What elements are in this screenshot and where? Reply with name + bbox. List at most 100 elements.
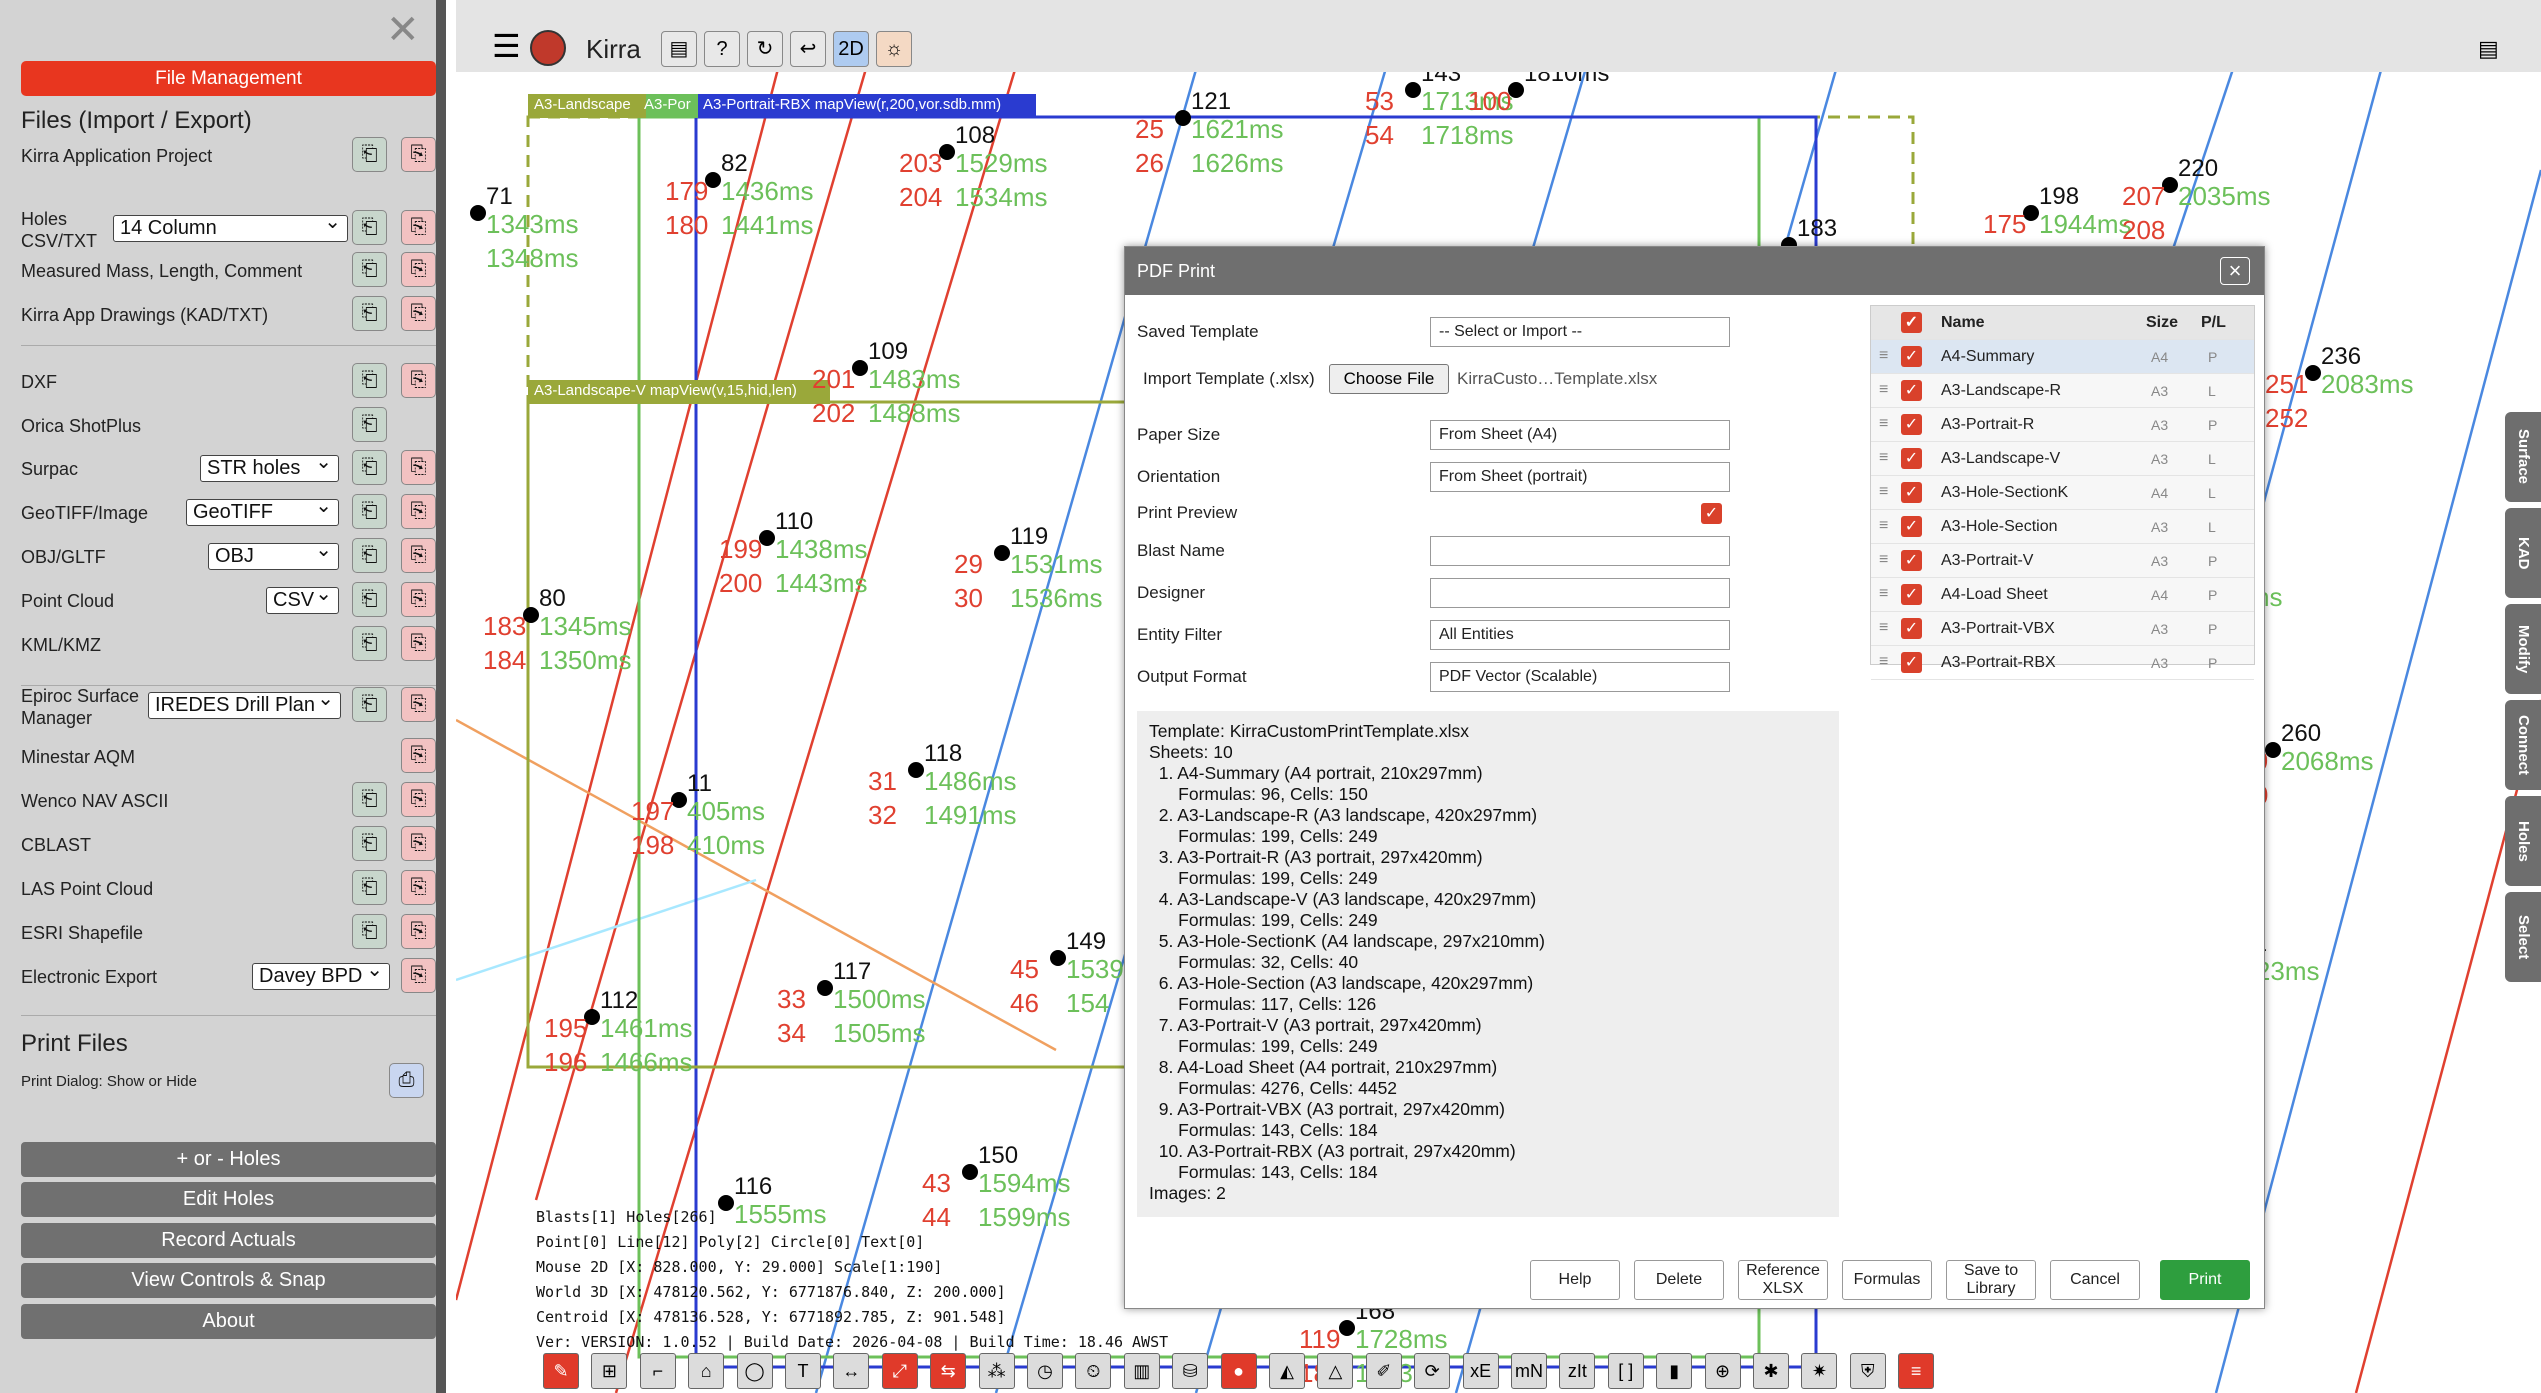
drag-handle-icon[interactable]: ≡ bbox=[1879, 517, 1889, 534]
import-icon[interactable]: ⎗ bbox=[352, 296, 387, 331]
star-icon[interactable]: ✷ bbox=[1801, 1353, 1838, 1389]
export-icon[interactable]: ⎘ bbox=[401, 782, 436, 817]
format-select[interactable]: 14 Column bbox=[113, 210, 348, 242]
db-icon[interactable]: ⛁ bbox=[1172, 1353, 1209, 1389]
delete-button[interactable]: Delete bbox=[1634, 1260, 1724, 1300]
surface-icon[interactable]: ◭ bbox=[1269, 1353, 1305, 1389]
view-controls-button[interactable]: View Controls & Snap bbox=[21, 1263, 436, 1298]
zit-icon[interactable]: zIt bbox=[1559, 1353, 1596, 1389]
import-icon[interactable]: ⎗ bbox=[352, 450, 387, 485]
hole-marker[interactable] bbox=[939, 144, 955, 160]
import-icon[interactable]: ⎗ bbox=[352, 210, 387, 245]
sheet-checkbox[interactable]: ✓ bbox=[1901, 584, 1922, 605]
drag-handle-icon[interactable]: ≡ bbox=[1879, 653, 1889, 670]
drag-handle-icon[interactable]: ≡ bbox=[1879, 619, 1889, 636]
mn-icon[interactable]: mN bbox=[1511, 1353, 1547, 1389]
paper-size-select[interactable]: From Sheet (A4) bbox=[1430, 420, 1730, 450]
sheet-checkbox[interactable]: ✓ bbox=[1901, 652, 1922, 673]
sheet-checkbox[interactable]: ✓ bbox=[1901, 482, 1922, 503]
hole-marker[interactable] bbox=[1405, 82, 1421, 98]
dialog-close-button[interactable]: × bbox=[2220, 257, 2250, 285]
export-icon[interactable]: ⎘ bbox=[401, 363, 436, 398]
add-point-icon[interactable]: ⊞ bbox=[591, 1353, 628, 1389]
sheet-checkbox[interactable]: ✓ bbox=[1901, 516, 1922, 537]
sun-icon[interactable]: ☼ bbox=[876, 31, 912, 67]
undo-icon[interactable]: ↩ bbox=[790, 31, 826, 67]
side-tab-holes[interactable]: Holes bbox=[2505, 796, 2541, 886]
sheet-row[interactable]: ≡ ✓ A3-Hole-SectionK A4 L bbox=[1871, 476, 2254, 510]
sheet-checkbox[interactable]: ✓ bbox=[1901, 346, 1922, 367]
saved-template-select[interactable]: -- Select or Import -- bbox=[1430, 317, 1730, 347]
hole-marker[interactable] bbox=[994, 545, 1010, 561]
close-icon[interactable]: ✕ bbox=[386, 8, 420, 52]
import-icon[interactable]: ⎗ bbox=[352, 363, 387, 398]
hole-marker[interactable] bbox=[470, 205, 486, 221]
sheet-row[interactable]: ≡ ✓ A4-Summary A4 P bbox=[1871, 340, 2254, 374]
choose-file-button[interactable]: Choose File bbox=[1329, 364, 1449, 394]
side-tab-select[interactable]: Select bbox=[2505, 892, 2541, 982]
hole-marker[interactable] bbox=[671, 792, 687, 808]
entity-filter-select[interactable]: All Entities bbox=[1430, 620, 1730, 650]
shield-icon[interactable]: ⛨ bbox=[1849, 1353, 1886, 1389]
hole-marker[interactable] bbox=[718, 1195, 734, 1211]
kad-icon[interactable]: ✎ bbox=[543, 1353, 579, 1389]
side-tab-connect[interactable]: Connect bbox=[2505, 700, 2541, 790]
format-select[interactable]: Davey BPD bbox=[252, 958, 390, 990]
import-icon[interactable]: ⎗ bbox=[352, 494, 387, 529]
drag-handle-icon[interactable]: ≡ bbox=[1879, 347, 1889, 364]
sheet-row[interactable]: ≡ ✓ A3-Portrait-VBX A3 P bbox=[1871, 612, 2254, 646]
sheet-checkbox[interactable]: ✓ bbox=[1901, 414, 1922, 435]
drag-handle-icon[interactable]: ≡ bbox=[1879, 415, 1889, 432]
save-to-library-button[interactable]: Save to Library bbox=[1946, 1260, 2036, 1300]
drag-handle-icon[interactable]: ≡ bbox=[1879, 585, 1889, 602]
blast-name-input[interactable] bbox=[1430, 536, 1730, 566]
sheet-row[interactable]: ≡ ✓ A3-Portrait-RBX A3 P bbox=[1871, 646, 2254, 680]
help-icon[interactable]: ? bbox=[704, 31, 740, 67]
format-select[interactable]: STR holes bbox=[200, 450, 339, 482]
hole-marker[interactable] bbox=[1175, 110, 1191, 126]
hole-marker[interactable] bbox=[1339, 1320, 1355, 1336]
add-circle-icon[interactable]: ◯ bbox=[736, 1353, 773, 1389]
export-icon[interactable]: ⎘ bbox=[401, 450, 436, 485]
export-icon[interactable]: ⎘ bbox=[401, 538, 436, 573]
export-icon[interactable]: ⎘ bbox=[401, 958, 436, 993]
export-icon[interactable]: ⎘ bbox=[401, 494, 436, 529]
side-tab-modify[interactable]: Modify bbox=[2505, 604, 2541, 694]
reference-xlsx-button[interactable]: Reference XLSX bbox=[1738, 1260, 1828, 1300]
import-icon[interactable]: ⎗ bbox=[352, 252, 387, 287]
import-icon[interactable]: ⎗ bbox=[352, 914, 387, 949]
pattern-icon[interactable]: ⁂ bbox=[978, 1353, 1015, 1389]
sheet-checkbox[interactable]: ✓ bbox=[1901, 618, 1922, 639]
side-tab-kad[interactable]: KAD bbox=[2505, 508, 2541, 598]
export-icon[interactable]: ⎘ bbox=[401, 296, 436, 331]
report-icon[interactable]: ≡ bbox=[1898, 1353, 1935, 1389]
multi-connect-icon[interactable]: ⇆ bbox=[930, 1353, 967, 1389]
import-icon[interactable]: ⎗ bbox=[352, 407, 387, 442]
hole-marker[interactable] bbox=[1508, 82, 1524, 98]
sheet-row[interactable]: ≡ ✓ A3-Hole-Section A3 L bbox=[1871, 510, 2254, 544]
add-poly-icon[interactable]: ⌂ bbox=[688, 1353, 725, 1389]
sheet-row[interactable]: ≡ ✓ A3-Portrait-V A3 P bbox=[1871, 544, 2254, 578]
triangulate-icon[interactable]: △ bbox=[1317, 1353, 1354, 1389]
hole-marker[interactable] bbox=[908, 762, 924, 778]
edit-holes-button[interactable]: Edit Holes bbox=[21, 1182, 436, 1217]
drag-handle-icon[interactable]: ≡ bbox=[1879, 449, 1889, 466]
hole-marker[interactable] bbox=[705, 172, 721, 188]
sheet-row[interactable]: ≡ ✓ A3-Landscape-V A3 L bbox=[1871, 442, 2254, 476]
pin-icon[interactable]: ✱ bbox=[1753, 1353, 1789, 1389]
sheet-checkbox[interactable]: ✓ bbox=[1901, 448, 1922, 469]
hole-marker[interactable] bbox=[2265, 742, 2281, 758]
export-icon[interactable]: ⎘ bbox=[401, 137, 436, 172]
output-format-select[interactable]: PDF Vector (Scalable) bbox=[1430, 662, 1730, 692]
about-button[interactable]: About bbox=[21, 1304, 436, 1339]
drag-handle-icon[interactable]: ≡ bbox=[1879, 483, 1889, 500]
hamburger-menu-icon[interactable]: ☰ bbox=[492, 28, 521, 64]
print-button[interactable]: Print bbox=[2160, 1260, 2250, 1300]
hole-marker[interactable] bbox=[2023, 205, 2039, 221]
edit-icon[interactable]: ✐ bbox=[1365, 1353, 1402, 1389]
import-icon[interactable]: ⎗ bbox=[352, 826, 387, 861]
format-select[interactable]: IREDES Drill Plan bbox=[148, 687, 341, 719]
help-button[interactable]: Help bbox=[1530, 1260, 1620, 1300]
bookmark-icon[interactable]: ▮ bbox=[1656, 1353, 1693, 1389]
measure-icon[interactable]: ↔ bbox=[833, 1353, 870, 1389]
